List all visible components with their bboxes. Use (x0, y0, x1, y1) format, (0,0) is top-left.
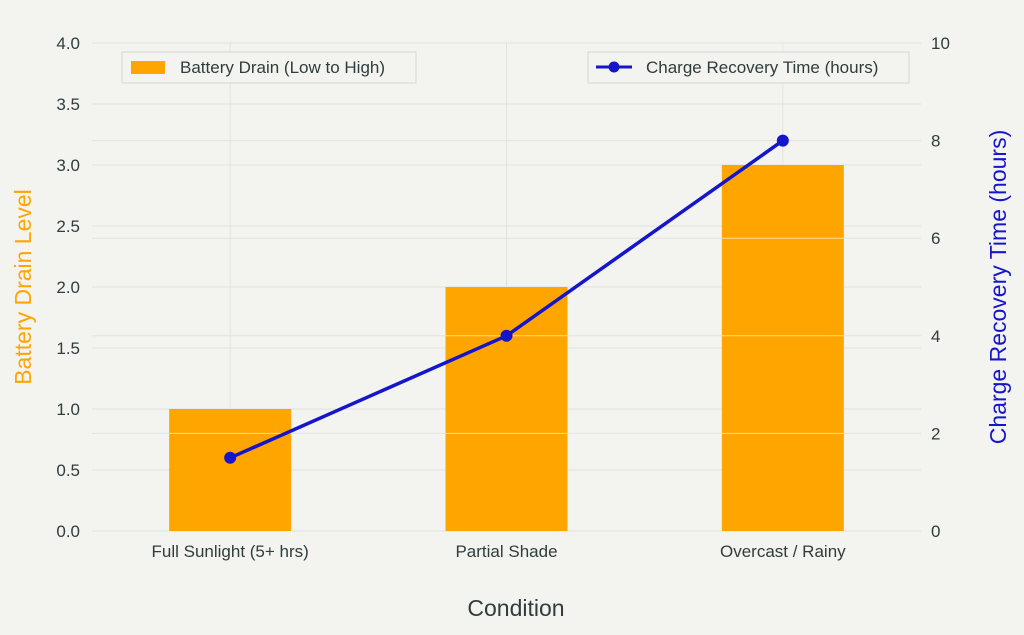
left-tick-label: 4.0 (56, 34, 80, 53)
line-legend: Charge Recovery Time (hours) (587, 51, 910, 84)
left-tick-label: 3.0 (56, 156, 80, 175)
bar (445, 287, 568, 531)
right-tick-label: 10 (931, 34, 950, 53)
left-tick-label: 2.5 (56, 217, 80, 236)
left-axis-ticks: 0.0 0.5 1.0 1.5 2.0 2.5 3.0 3.5 4.0 (56, 34, 80, 541)
left-axis-title: Battery Drain Level (10, 189, 36, 385)
bar (169, 409, 292, 531)
bar-legend-label: Battery Drain (Low to High) (180, 58, 385, 77)
line-point (224, 451, 237, 464)
left-tick-label: 0.0 (56, 522, 80, 541)
bar-series (169, 165, 844, 531)
bar (721, 165, 844, 531)
right-tick-label: 4 (931, 327, 940, 346)
right-axis-title: Charge Recovery Time (hours) (985, 130, 1011, 444)
category-label: Full Sunlight (5+ hrs) (152, 542, 309, 561)
category-label: Partial Shade (455, 542, 557, 561)
line-series (224, 134, 789, 464)
x-axis-title: Condition (467, 595, 564, 621)
bar-legend: Battery Drain (Low to High) (121, 51, 417, 84)
line-point (776, 134, 789, 147)
right-tick-label: 6 (931, 229, 940, 248)
line-legend-marker (608, 61, 620, 73)
left-tick-label: 2.0 (56, 278, 80, 297)
bar-legend-box (121, 51, 417, 84)
right-tick-label: 2 (931, 424, 940, 443)
line-point (500, 329, 513, 342)
line-legend-box (587, 51, 910, 84)
line-legend-label: Charge Recovery Time (hours) (646, 58, 878, 77)
left-tick-label: 0.5 (56, 461, 80, 480)
right-tick-label: 0 (931, 522, 940, 541)
left-tick-label: 1.5 (56, 339, 80, 358)
right-tick-label: 8 (931, 132, 940, 151)
left-tick-label: 3.5 (56, 95, 80, 114)
right-axis-ticks: 0 2 4 6 8 10 (931, 34, 950, 541)
left-tick-label: 1.0 (56, 400, 80, 419)
bar-legend-swatch (131, 61, 165, 74)
category-label: Overcast / Rainy (720, 542, 846, 561)
x-axis-ticks: Full Sunlight (5+ hrs) Partial Shade Overc… (152, 542, 847, 561)
